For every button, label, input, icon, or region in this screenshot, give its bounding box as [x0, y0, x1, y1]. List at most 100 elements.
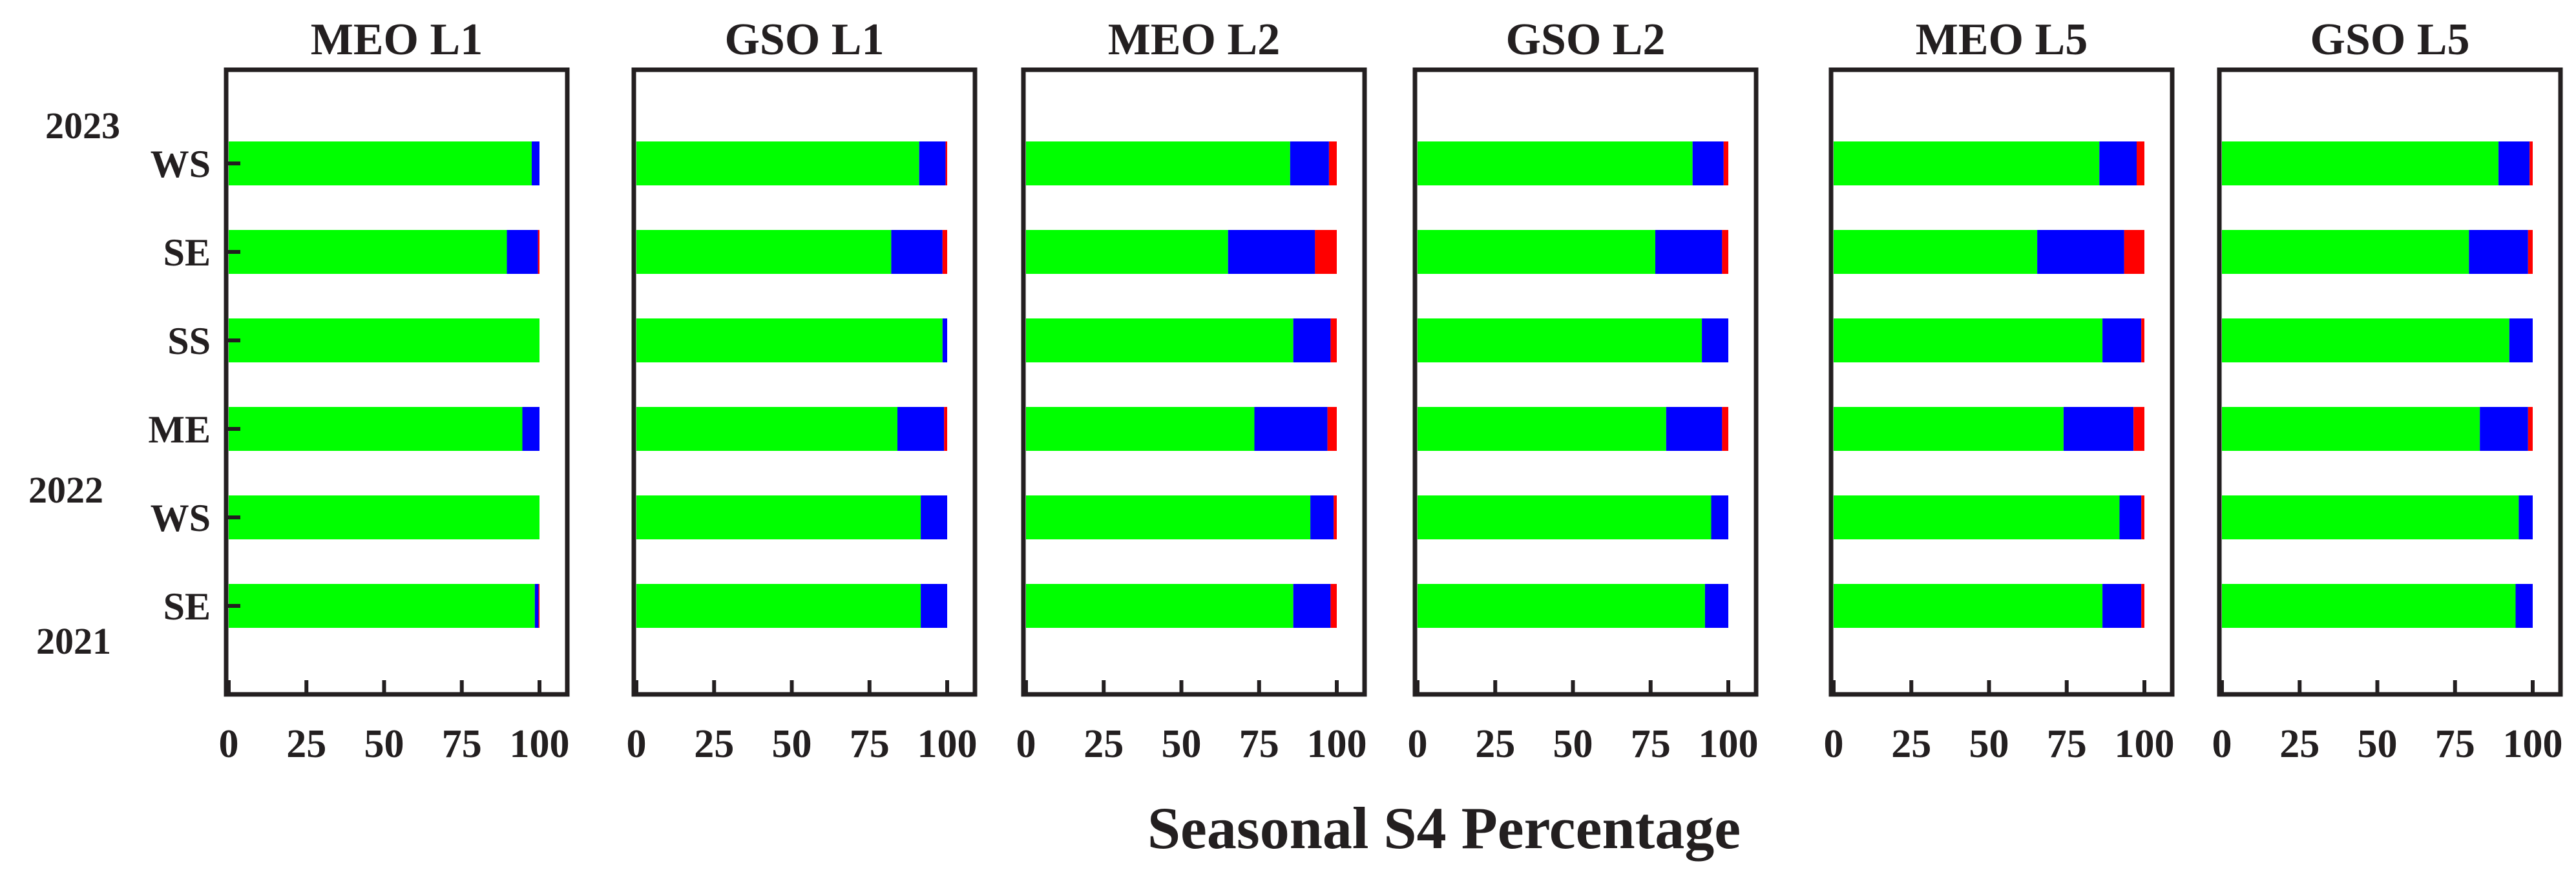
bar-segment-blue-ws-4	[2518, 495, 2533, 539]
bar-segment-red-ws-0	[2137, 141, 2144, 185]
bar-segment-green-ss-2	[1026, 318, 1293, 362]
x-tick-label: 50	[1553, 722, 1593, 766]
x-tick-label: 0	[1824, 722, 1844, 766]
x-tick-label: 50	[1969, 722, 2009, 766]
bar-segment-green-se-5	[1418, 584, 1705, 628]
bar-segment-green-ws-4	[1834, 495, 2120, 539]
bar-segment-red-me-3	[1327, 407, 1337, 451]
bar-segment-red-ss-2	[1330, 318, 1337, 362]
category-label-me: ME	[148, 408, 211, 451]
bar-segment-blue-ws-0	[919, 141, 946, 185]
x-tick-label: 25	[1084, 722, 1124, 766]
panel-gso-l5: GSO L5 0 25 50 75 100	[2212, 15, 2563, 766]
bar-segment-blue-ss-2	[2509, 318, 2533, 362]
panel-frame	[1021, 67, 1367, 697]
year-label-2022: 2022	[28, 469, 103, 511]
bar-segment-red-me-3	[1722, 407, 1728, 451]
bar-segment-blue-me-3	[1254, 407, 1328, 451]
x-tick-label: 0	[1016, 722, 1036, 766]
panel-title: MEO L5	[1916, 15, 2088, 65]
bar-segment-green-se-5	[229, 584, 535, 628]
x-tick-label: 25	[286, 722, 326, 766]
bar-segment-blue-ss-2	[942, 318, 947, 362]
bar-segment-blue-se-5	[1293, 584, 1331, 628]
x-tick-label: 100	[510, 722, 570, 766]
bar-segment-red-ws-4	[1334, 495, 1337, 539]
x-tick-label: 75	[2047, 722, 2087, 766]
bar-segment-red-ws-0	[945, 141, 947, 185]
x-tick-label: 0	[2212, 722, 2232, 766]
bar-segment-green-se-5	[1026, 584, 1293, 628]
category-label-ws: WS	[151, 143, 211, 185]
bar-segment-red-se-1	[1315, 230, 1337, 274]
year-label-2023: 2023	[45, 105, 120, 147]
panel-meo-l5: MEO L5 0 25 50 75 100	[1824, 15, 2175, 766]
x-tick-label: 25	[694, 722, 734, 766]
bar-segment-blue-se-5	[2515, 584, 2533, 628]
category-label-se: SE	[163, 585, 211, 628]
bar-segment-green-ws-0	[1834, 141, 2100, 185]
bar-segment-green-me-3	[1834, 407, 2064, 451]
bar-segment-red-ws-4	[2141, 495, 2144, 539]
bar-segment-red-se-5	[1330, 584, 1337, 628]
panel-frame	[631, 67, 978, 697]
bar-segment-green-se-1	[1026, 230, 1228, 274]
bar-segment-red-me-3	[2528, 407, 2533, 451]
x-tick-label: 0	[219, 722, 239, 766]
bar-segment-green-se-1	[636, 230, 892, 274]
bar-segment-red-me-3	[2133, 407, 2144, 451]
panel-title: MEO L1	[311, 15, 483, 65]
x-tick-label: 50	[772, 722, 812, 766]
panel-frame	[1412, 67, 1759, 697]
bar-segment-green-se-1	[229, 230, 507, 274]
bar-segment-blue-me-3	[522, 407, 539, 451]
bar-segment-blue-ws-4	[1711, 495, 1728, 539]
bar-segment-blue-ss-2	[1293, 318, 1331, 362]
bar-segment-green-ws-0	[1026, 141, 1290, 185]
x-tick-label: 75	[1239, 722, 1279, 766]
bar-segment-red-se-5	[2141, 584, 2144, 628]
bar-segment-green-se-5	[2222, 584, 2516, 628]
bar-segment-blue-ws-0	[1290, 141, 1329, 185]
bar-segment-green-ws-4	[636, 495, 921, 539]
bar-segment-blue-ws-4	[1310, 495, 1334, 539]
bar-segment-red-se-1	[2124, 230, 2144, 274]
bar-segment-red-se-1	[538, 230, 539, 274]
bar-segment-red-ss-2	[2141, 318, 2144, 362]
bar-segment-blue-se-1	[507, 230, 538, 274]
bar-segment-blue-ws-0	[532, 141, 539, 185]
bar-segment-green-ws-0	[2222, 141, 2499, 185]
bar-segment-green-ws-0	[636, 141, 919, 185]
bar-segment-green-ss-2	[229, 318, 539, 362]
panel-title: GSO L1	[724, 15, 884, 65]
bar-segment-green-se-1	[1834, 230, 2038, 274]
category-label-ws: WS	[151, 497, 211, 539]
panel-gso-l2: GSO L2 0 25 50 75 100	[1408, 15, 1759, 766]
x-tick-label: 100	[1307, 722, 1367, 766]
x-tick-label: 75	[2435, 722, 2475, 766]
bar-segment-green-me-3	[229, 407, 523, 451]
bar-segment-green-se-5	[636, 584, 921, 628]
x-tick-label: 75	[850, 722, 890, 766]
x-tick-label: 100	[917, 722, 978, 766]
bar-segment-green-ws-0	[1418, 141, 1693, 185]
chart-panels: MEO L1 0 25 50 75 100 GSO L1 0 25 50 75 100 MEO L2 0 2…	[219, 15, 2563, 766]
bar-segment-green-me-3	[2222, 407, 2480, 451]
bar-segment-green-se-5	[1834, 584, 2103, 628]
panel-meo-l2: MEO L2 0 25 50 75 100	[1016, 15, 1367, 766]
x-tick-label: 75	[1631, 722, 1671, 766]
panel-frame	[2217, 67, 2563, 697]
bar-segment-green-ws-4	[1418, 495, 1712, 539]
bar-segment-green-me-3	[636, 407, 897, 451]
x-tick-label: 100	[2503, 722, 2563, 766]
x-tick-label: 25	[1891, 722, 1931, 766]
bar-segment-red-ws-0	[1329, 141, 1337, 185]
bar-segment-red-ws-0	[2529, 141, 2533, 185]
bar-segment-blue-ws-4	[2119, 495, 2142, 539]
category-label-se: SE	[163, 231, 211, 274]
bar-segment-blue-se-1	[1228, 230, 1315, 274]
bar-segment-green-ws-0	[229, 141, 532, 185]
bar-segment-blue-se-5	[534, 584, 539, 628]
year-label-2021: 2021	[36, 620, 111, 662]
panel-meo-l1: MEO L1 0 25 50 75 100	[219, 15, 570, 766]
